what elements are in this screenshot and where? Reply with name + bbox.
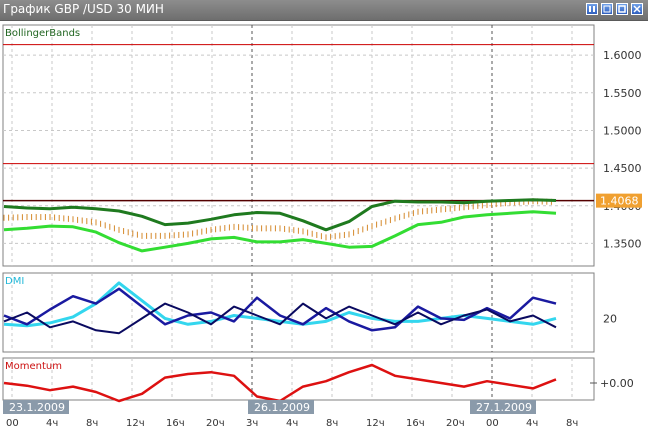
time-tick-label: 00 — [486, 418, 499, 429]
split-icon — [603, 5, 611, 13]
window-title: График GBP /USD 30 МИН — [3, 2, 164, 16]
time-tick-label: 8ч — [86, 418, 98, 429]
price-axis-label: 1.5000 — [603, 124, 642, 137]
date-tag-label: 23.1.2009 — [9, 401, 65, 414]
bollinger-lower-line — [3, 210, 557, 253]
date-tag — [248, 400, 314, 414]
time-tick-label: 12ч — [126, 418, 145, 429]
time-tick-label: 20ч — [446, 418, 465, 429]
close-icon — [633, 5, 641, 13]
time-tick-label: 16ч — [406, 418, 425, 429]
date-tag — [470, 400, 536, 414]
bollinger-upper-line — [3, 198, 557, 232]
date-tag-label: 27.1.2009 — [476, 401, 532, 414]
price-panel-title: BollingerBands — [5, 28, 80, 39]
time-tick-label: 4ч — [286, 418, 298, 429]
maximize-icon — [618, 5, 626, 13]
date-tag — [3, 400, 69, 414]
current-price-tag — [596, 193, 642, 208]
tile-icon — [589, 6, 595, 12]
price-axis-label: 1.4500 — [603, 162, 642, 175]
close-button[interactable] — [631, 3, 643, 15]
time-tick-label: 4ч — [46, 418, 58, 429]
tile-button[interactable] — [586, 3, 598, 15]
time-tick-label: 8ч — [566, 418, 578, 429]
price-axis-label: 1.5500 — [603, 87, 642, 100]
price-panel — [2, 24, 595, 267]
time-tick-label: 00 — [6, 418, 19, 429]
time-tick-label: 4ч — [526, 418, 538, 429]
time-tick-label: 20ч — [206, 418, 225, 429]
time-tick-label: 16ч — [166, 418, 185, 429]
time-tick-label: 3ч — [246, 418, 258, 429]
split-button[interactable] — [601, 3, 613, 15]
momentum-panel-title: Momentum — [5, 361, 62, 372]
time-tick-label: 8ч — [326, 418, 338, 429]
dmi-plus-line — [3, 287, 557, 332]
dmi-minus-line — [3, 302, 557, 335]
title-bar[interactable]: График GBP /USD 30 МИН — [0, 0, 648, 21]
chart-area[interactable]: 00 4ч 8ч 12ч 16ч 20ч 3ч 4ч 8ч 12ч 16ч 20ч 00 4ч 8ч 1.60… — [0, 20, 648, 429]
momentum-axis-label: +0.00 — [600, 377, 634, 390]
dmi-axis-label: 20 — [603, 312, 617, 325]
dmi-panel-title: DMI — [5, 276, 24, 287]
time-tick-label: 12ч — [366, 418, 385, 429]
price-axis-label: 1.3500 — [603, 237, 642, 250]
price-axis-label: 1.6000 — [603, 49, 642, 62]
date-tag-label: 26.1.2009 — [254, 401, 310, 414]
maximize-button[interactable] — [616, 3, 628, 15]
current-price-label: 1.4068 — [600, 195, 639, 208]
